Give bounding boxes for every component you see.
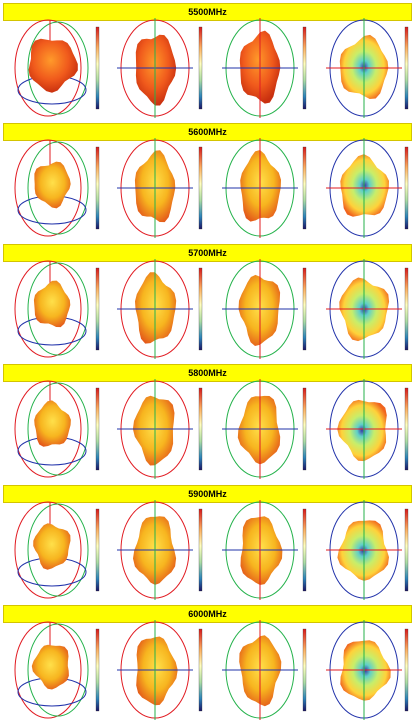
pattern-3d-view <box>14 260 89 358</box>
section-title-5500: 5500MHz <box>3 3 412 21</box>
section-title-6000: 6000MHz <box>3 605 412 623</box>
pattern-side-view <box>222 259 298 359</box>
colorbar <box>404 628 409 712</box>
colorbar <box>95 146 100 230</box>
colorbar <box>302 26 307 110</box>
colorbar <box>95 508 100 592</box>
section-title-5700: 5700MHz <box>3 244 412 262</box>
pattern-front-view <box>117 379 193 479</box>
pattern-side-view <box>222 138 298 238</box>
colorbar <box>302 628 307 712</box>
colorbar <box>302 508 307 592</box>
colorbar <box>302 267 307 351</box>
colorbar <box>404 267 409 351</box>
pattern-top-view <box>326 18 402 118</box>
colorbar <box>404 508 409 592</box>
colorbar <box>198 146 203 230</box>
colorbar <box>95 267 100 351</box>
pattern-top-view <box>326 500 402 600</box>
colorbar <box>404 26 409 110</box>
pattern-3d-view <box>14 501 89 599</box>
section-title-5900: 5900MHz <box>3 485 412 503</box>
colorbar <box>95 26 100 110</box>
pattern-top-view <box>326 379 402 479</box>
pattern-side-view <box>222 620 298 720</box>
pattern-3d-view <box>14 380 89 478</box>
pattern-row <box>14 259 409 359</box>
pattern-top-view <box>326 620 402 720</box>
section-title-5600: 5600MHz <box>3 123 412 141</box>
colorbar <box>95 628 100 712</box>
colorbar <box>198 387 203 471</box>
pattern-front-view <box>117 259 193 359</box>
pattern-side-view <box>222 18 298 118</box>
colorbar <box>404 146 409 230</box>
section-title-5800: 5800MHz <box>3 364 412 382</box>
pattern-3d-view <box>14 139 89 237</box>
pattern-3d-view <box>14 621 89 719</box>
pattern-front-view <box>117 500 193 600</box>
pattern-row <box>14 500 409 600</box>
colorbar <box>198 508 203 592</box>
colorbar <box>198 628 203 712</box>
pattern-side-view <box>222 500 298 600</box>
pattern-row <box>14 18 409 118</box>
colorbar <box>198 267 203 351</box>
pattern-row <box>14 138 409 238</box>
colorbar <box>404 387 409 471</box>
pattern-3d-view <box>14 19 89 117</box>
pattern-front-view <box>117 18 193 118</box>
pattern-top-view <box>326 138 402 238</box>
pattern-row <box>14 620 409 720</box>
colorbar <box>95 387 100 471</box>
colorbar <box>198 26 203 110</box>
pattern-row <box>14 379 409 479</box>
pattern-side-view <box>222 379 298 479</box>
pattern-front-view <box>117 138 193 238</box>
colorbar <box>302 387 307 471</box>
colorbar <box>302 146 307 230</box>
pattern-top-view <box>326 259 402 359</box>
pattern-front-view <box>117 620 193 720</box>
